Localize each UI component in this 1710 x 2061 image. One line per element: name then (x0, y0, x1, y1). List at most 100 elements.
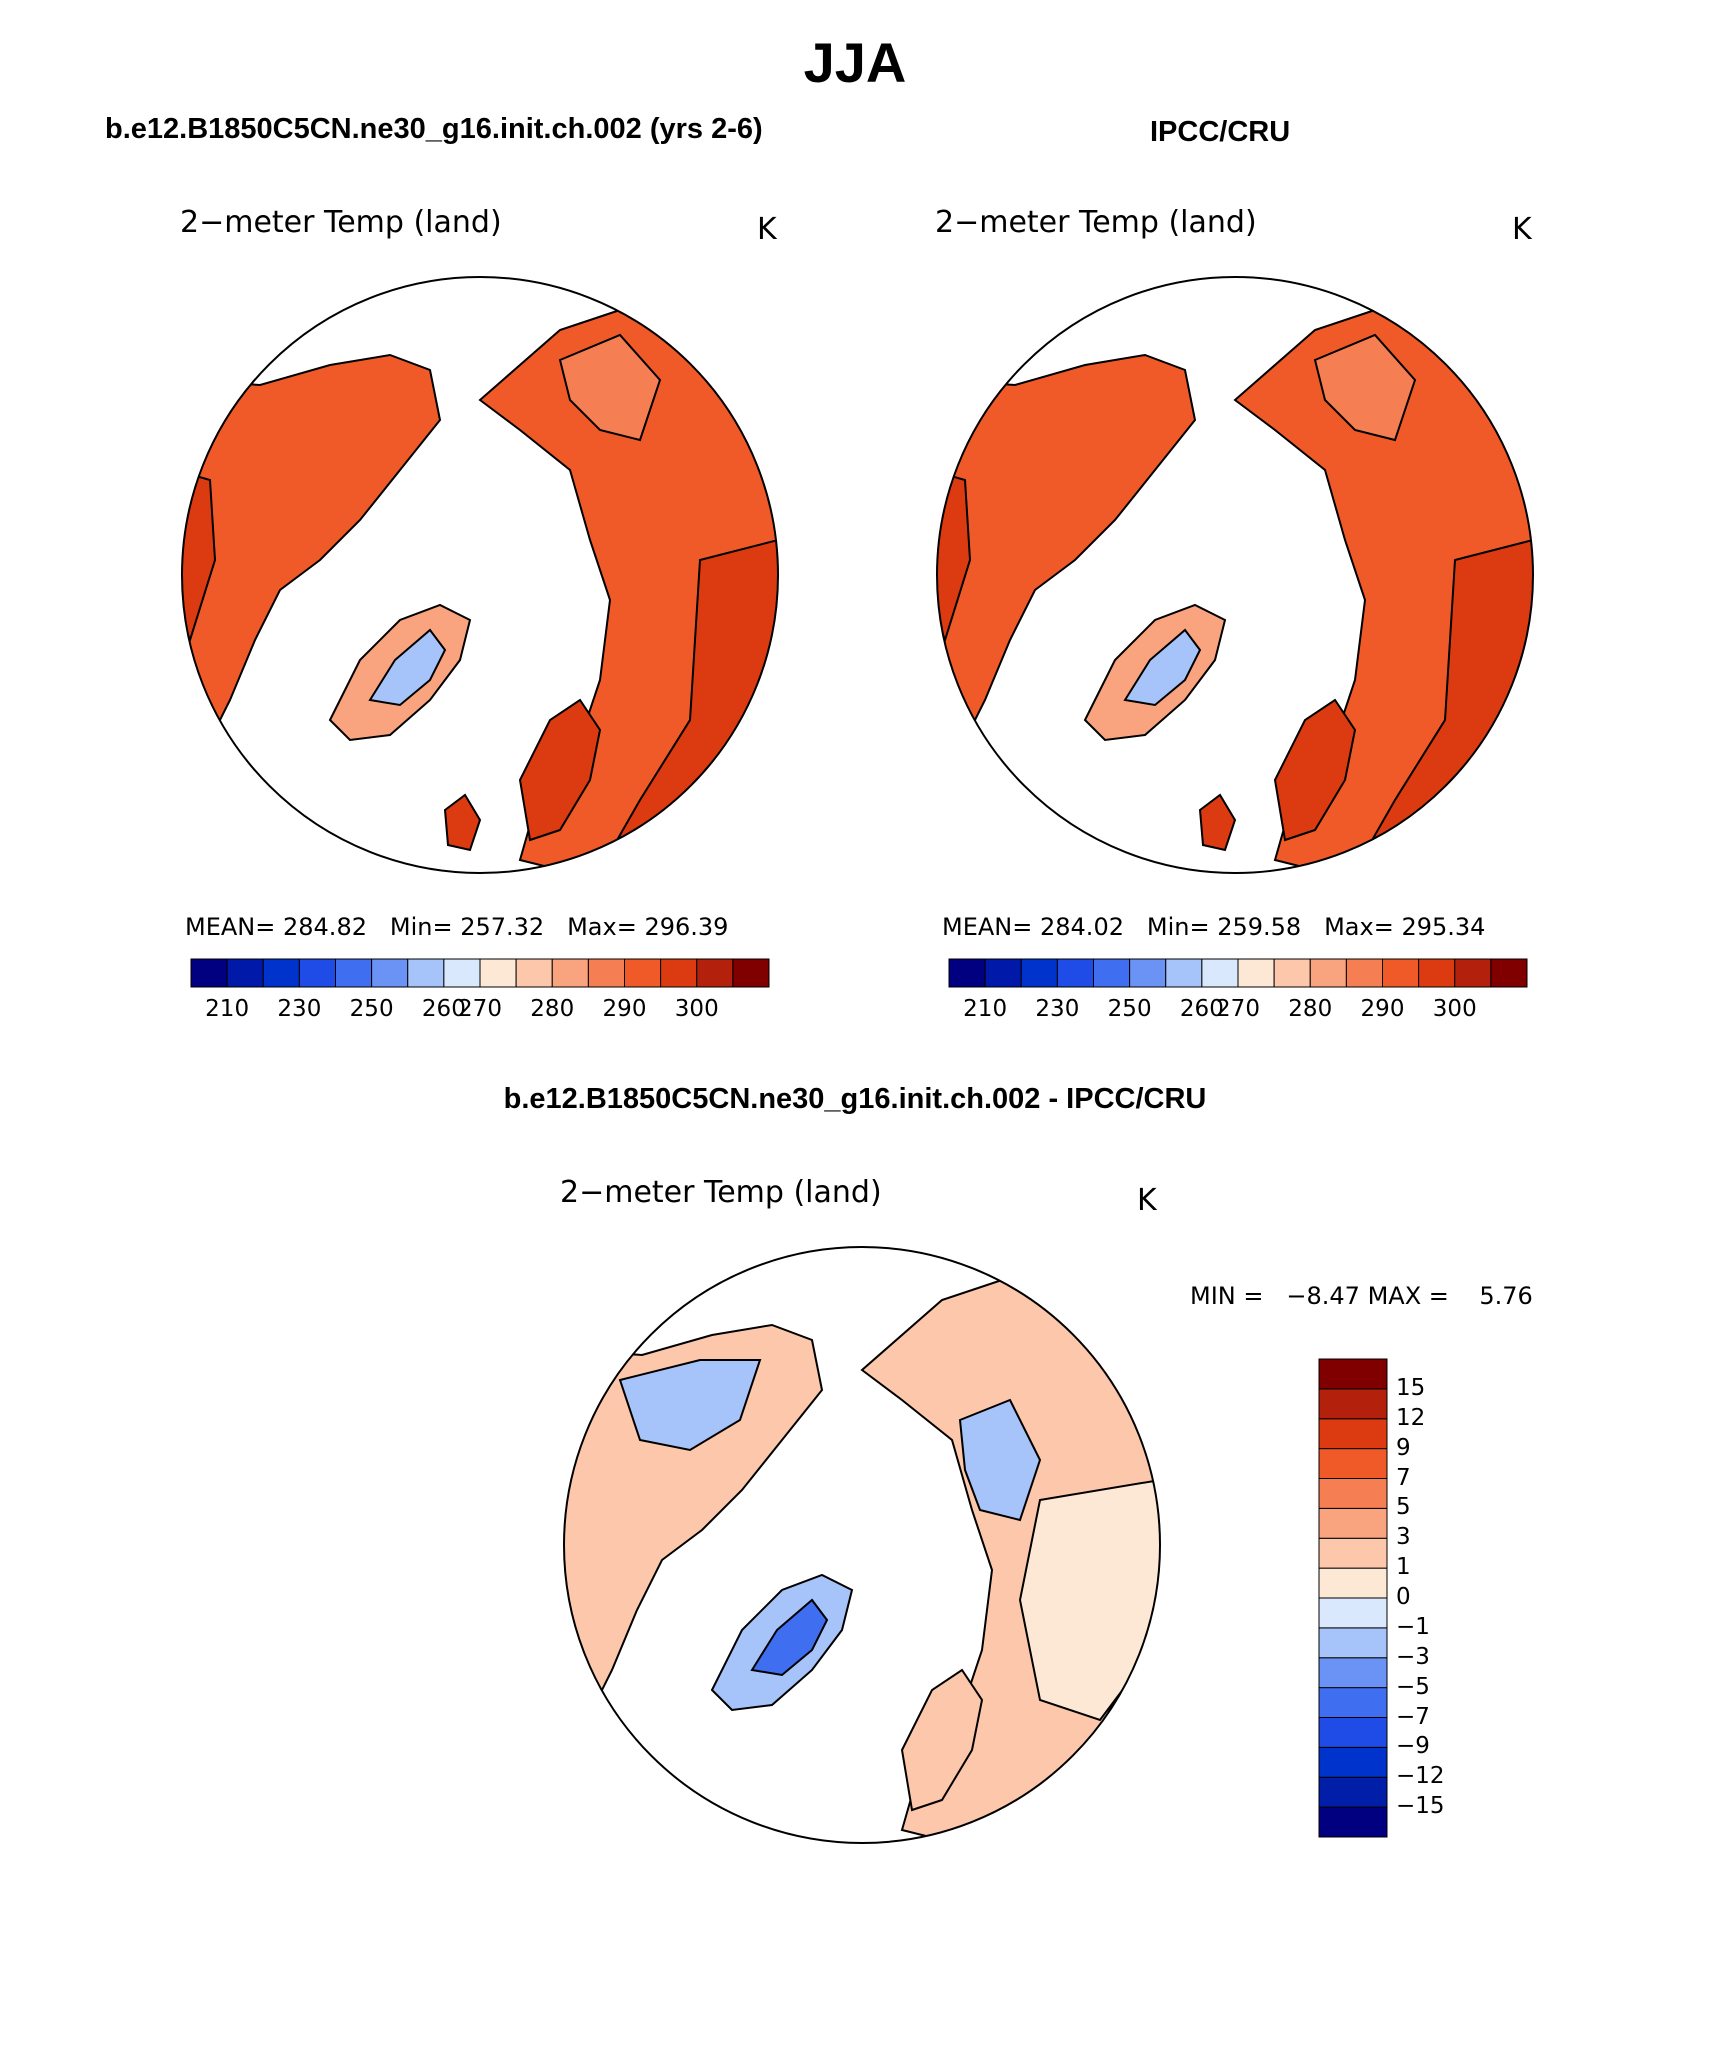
left-colorbar-tick: 260 (421, 996, 466, 1022)
left-colorbar-tick: 290 (602, 996, 647, 1022)
diff-min-label: MIN = (1190, 1282, 1264, 1310)
left-min-label: Min= (389, 913, 453, 941)
season-title: JJA (803, 31, 907, 94)
diff-colorbar-tick: 15 (1396, 1374, 1426, 1401)
left-panel-variable-label: 2−meter Temp (land) (180, 205, 502, 240)
diff-colorbar-tick: −5 (1396, 1673, 1430, 1700)
diff-panel-units: K (1137, 1183, 1157, 1218)
left-min-value: 257.32 (460, 913, 545, 941)
left-panel-stats: MEAN= 284.82 Min= 257.32 Max= 296.39 (185, 913, 728, 941)
diff-colorbar-swatch (1318, 1537, 1388, 1569)
diff-colorbar-swatch (1318, 1687, 1388, 1718)
left-colorbar-swatch (371, 958, 409, 988)
diff-colorbar-swatch (1318, 1478, 1388, 1509)
diff-colorbar-tick: 3 (1396, 1524, 1411, 1551)
right-colorbar-tick: 250 (1107, 996, 1152, 1022)
left-colorbar-swatch (190, 958, 228, 988)
left-colorbar-swatch (407, 958, 445, 988)
diff-colorbar-tick: −9 (1396, 1733, 1430, 1760)
left-map-north-america (182, 353, 442, 763)
left-map-siberia-pale (558, 333, 662, 442)
diff-map-eurasia-pale (1018, 1478, 1160, 1722)
diff-colorbar-tick: −12 (1396, 1763, 1445, 1790)
diff-colorbar-swatch (1318, 1388, 1388, 1420)
left-mean-value: 284.82 (283, 913, 367, 941)
diff-colorbar-tick: −7 (1396, 1703, 1430, 1730)
diff-colorbar-ticks: −15 −12 −9 −7 −5 −3 −1 0 1 3 5 7 9 12 15 (1396, 1358, 1476, 1838)
left-colorbar-tick: 210 (205, 996, 250, 1022)
right-min-value: 259.58 (1217, 913, 1302, 941)
diff-colorbar-swatch (1318, 1657, 1388, 1689)
right-colorbar (948, 958, 1528, 988)
left-colorbar-tick: 230 (277, 996, 322, 1022)
right-colorbar-swatch (1382, 958, 1420, 988)
diff-colorbar-swatch (1318, 1358, 1388, 1390)
right-mean-label: MEAN= (942, 913, 1033, 941)
right-colorbar-swatch (1129, 958, 1167, 988)
right-map-scandinavia (1273, 698, 1357, 842)
right-mean-value: 284.02 (1040, 913, 1124, 941)
diff-panel-variable-label: 2−meter Temp (land) (560, 1175, 882, 1210)
right-panel-stats: MEAN= 284.02 Min= 259.58 Max= 295.34 (942, 913, 1485, 941)
left-colorbar-tick: 250 (349, 996, 394, 1022)
diff-colorbar-tick: −3 (1396, 1643, 1430, 1670)
diff-colorbar (1318, 1358, 1388, 1838)
left-colorbar-swatch (298, 958, 336, 988)
diff-max-label: MAX = (1367, 1282, 1449, 1310)
right-colorbar-tick: 300 (1432, 996, 1477, 1022)
diff-min-max: MIN = −8.47 MAX = 5.76 (1190, 1282, 1533, 1310)
diff-colorbar-swatch (1318, 1717, 1388, 1748)
diff-colorbar-swatch (1318, 1418, 1388, 1450)
right-colorbar-tick: 290 (1360, 996, 1405, 1022)
diff-max-value: 5.76 (1479, 1282, 1533, 1310)
right-min-label: Min= (1146, 913, 1210, 941)
right-colorbar-swatch (1165, 958, 1203, 988)
diff-colorbar-tick: 7 (1396, 1464, 1411, 1491)
diff-colorbar-swatch (1318, 1627, 1388, 1659)
diff-colorbar-swatch (1318, 1567, 1388, 1599)
diff-colorbar-tick: 12 (1396, 1404, 1426, 1431)
right-colorbar-ticks: 210 230 250 260 270 280 290 300 (948, 996, 1528, 1026)
right-max-label: Max= (1324, 913, 1394, 941)
diff-map-north-america (564, 1323, 824, 1733)
right-map-british-isles (1198, 793, 1237, 852)
diff-colorbar-tick: 0 (1396, 1584, 1411, 1610)
left-max-value: 296.39 (644, 913, 729, 941)
left-map-greenland-ice (368, 628, 447, 707)
left-max-label: Max= (567, 913, 637, 941)
left-colorbar (190, 958, 770, 988)
right-colorbar-swatch (1201, 958, 1239, 988)
diff-map-greenland-strong (750, 1598, 829, 1677)
right-panel-case-title: IPCC/CRU (1150, 116, 1291, 148)
right-panel-units: K (1512, 212, 1532, 247)
diff-colorbar-swatch (1318, 1806, 1388, 1838)
diff-map-siberia-cool (958, 1398, 1042, 1522)
left-colorbar-tick: 280 (530, 996, 575, 1022)
diff-colorbar-swatch (1318, 1597, 1388, 1629)
right-colorbar-swatch (948, 958, 986, 988)
right-max-value: 295.34 (1401, 913, 1486, 941)
left-colorbar-swatch (479, 958, 517, 988)
right-map-siberia-pale (1313, 333, 1417, 442)
diff-colorbar-swatch (1318, 1776, 1388, 1808)
right-colorbar-swatch (1273, 958, 1311, 988)
diff-panel-title: b.e12.B1850C5CN.ne30_g16.init.ch.002 - I… (503, 1083, 1207, 1115)
right-colorbar-tick: 270 (1216, 996, 1260, 1022)
right-colorbar-swatch (984, 958, 1022, 988)
left-colorbar-swatch (696, 958, 734, 988)
left-colorbar-ticks: 210 230 250 260 270 280 290 300 (190, 996, 770, 1026)
right-colorbar-tick: 210 (963, 996, 1008, 1022)
right-map-greenland-ice (1123, 628, 1202, 707)
left-map-british-isles (443, 793, 482, 852)
left-map-scandinavia (518, 698, 602, 842)
diff-map-north-america-cool (618, 1359, 762, 1452)
diff-colorbar-tick: 1 (1396, 1554, 1411, 1581)
right-colorbar-swatch (1056, 958, 1094, 988)
diff-colorbar-tick: 9 (1396, 1434, 1411, 1461)
right-colorbar-tick: 280 (1288, 996, 1333, 1022)
left-panel-case-title: b.e12.B1850C5CN.ne30_g16.init.ch.002 (yr… (105, 113, 763, 145)
left-colorbar-swatch (443, 958, 481, 988)
diff-colorbar-swatch (1318, 1507, 1388, 1539)
diff-min-value: −8.47 (1286, 1282, 1360, 1310)
